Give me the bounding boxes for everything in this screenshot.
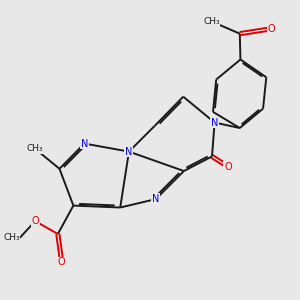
Text: O: O (58, 257, 65, 268)
Text: O: O (32, 216, 39, 226)
Text: CH₃: CH₃ (3, 233, 20, 242)
Text: N: N (152, 194, 160, 204)
Text: O: O (267, 24, 275, 34)
Text: N: N (81, 139, 88, 148)
Text: N: N (125, 147, 133, 157)
Text: CH₃: CH₃ (203, 17, 220, 26)
Text: O: O (224, 162, 232, 172)
Text: N: N (211, 118, 218, 128)
Text: CH₃: CH₃ (26, 144, 43, 153)
